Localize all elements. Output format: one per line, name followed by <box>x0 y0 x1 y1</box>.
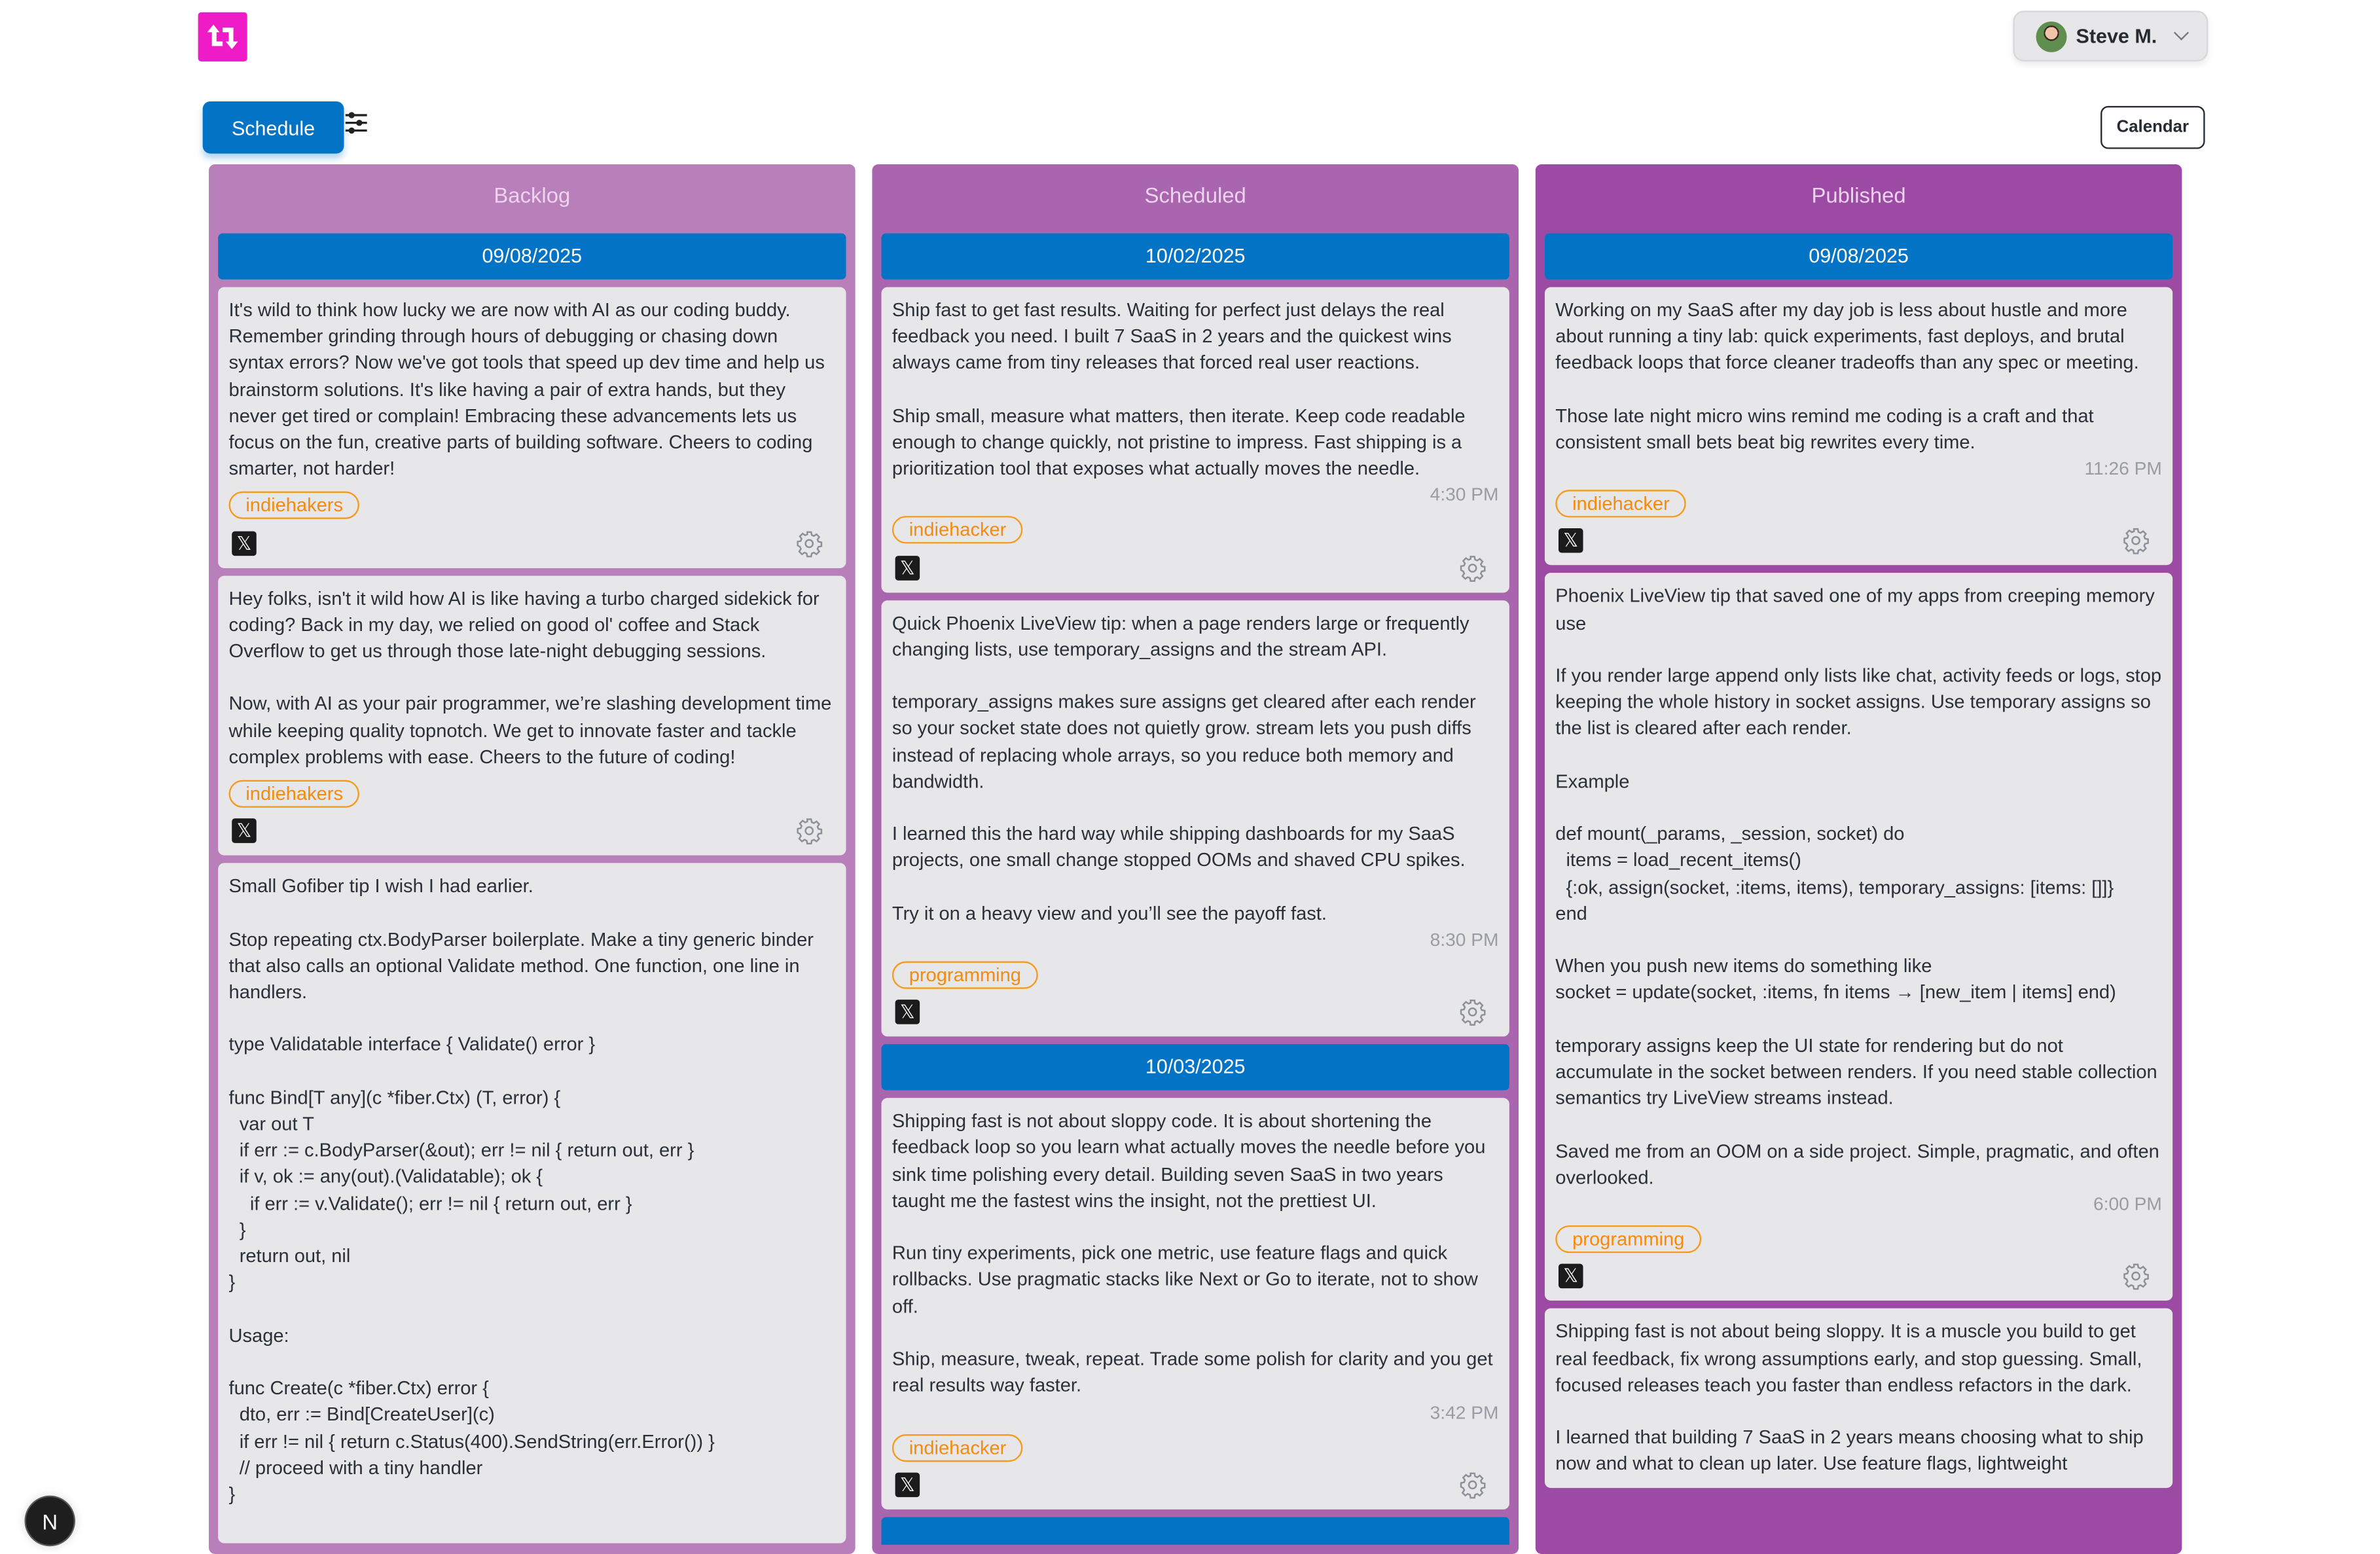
post-text: Small Gofiber tip I wish I had earlier. … <box>228 875 814 1505</box>
calendar-button[interactable]: Calendar <box>2101 105 2205 149</box>
post-text: Shipping fast is not about sloppy code. … <box>892 1110 1493 1397</box>
column-scheduled: Scheduled 10/02/2025 Ship fast to get fast… <box>872 164 1519 1554</box>
post-time: 11:26 PM <box>2084 458 2162 480</box>
post-card[interactable]: Hey folks, isn't it wild how AI is like … <box>218 575 846 856</box>
filter-sliders-icon[interactable] <box>344 111 369 136</box>
column-backlog: Backlog 09/08/2025 It's wild to think how … <box>209 164 856 1554</box>
gear-icon[interactable] <box>1459 1471 1487 1498</box>
tag-badge[interactable]: indiehacker <box>892 516 1024 545</box>
column-title: Backlog <box>494 183 571 208</box>
date-header: 09/08/2025 <box>1544 233 2173 280</box>
post-text: Shipping fast is not about being sloppy.… <box>1555 1321 2144 1475</box>
post-text: Ship fast to get fast results. Waiting f… <box>892 299 1466 480</box>
date-header: 10/02/2025 <box>881 233 1509 280</box>
x-twitter-icon: 𝕏 <box>1558 528 1583 554</box>
x-twitter-icon: 𝕏 <box>232 818 257 844</box>
post-text: Hey folks, isn't it wild how AI is like … <box>228 587 832 768</box>
x-twitter-icon: 𝕏 <box>232 530 257 556</box>
post-card[interactable]: Working on my SaaS after my day job is l… <box>1544 287 2173 566</box>
schedule-button[interactable]: Schedule <box>202 101 344 154</box>
gear-icon[interactable] <box>1459 998 1487 1026</box>
post-time: 4:30 PM <box>1430 484 1499 506</box>
post-card[interactable]: Ship fast to get fast results. Waiting f… <box>881 287 1509 592</box>
tag-badge[interactable]: indiehakers <box>228 492 360 520</box>
repost-arrows-icon <box>207 24 238 50</box>
tag-badge[interactable]: indiehakers <box>228 780 360 808</box>
post-card[interactable]: Shipping fast is not about sloppy code. … <box>881 1098 1509 1509</box>
post-card[interactable]: It's wild to think how lucky we are now … <box>218 287 846 568</box>
tag-badge[interactable]: programming <box>1555 1225 1702 1254</box>
dev-tools-badge[interactable]: N <box>24 1495 75 1547</box>
gear-icon[interactable] <box>2122 1263 2150 1290</box>
column-body[interactable]: 09/08/2025 It's wild to think how lucky w… <box>218 233 846 1545</box>
app-logo[interactable] <box>198 12 247 62</box>
post-text: Phoenix LiveView tip that saved one of m… <box>1555 585 2162 1189</box>
x-twitter-icon: 𝕏 <box>895 1000 920 1025</box>
column-title: Published <box>1811 183 1906 208</box>
tag-badge[interactable]: indiehacker <box>1555 490 1687 518</box>
post-card[interactable]: Small Gofiber tip I wish I had earlier. … <box>218 863 846 1544</box>
post-card[interactable]: Phoenix LiveView tip that saved one of m… <box>1544 573 2173 1301</box>
x-twitter-icon: 𝕏 <box>1558 1264 1583 1289</box>
column-title: Scheduled <box>1144 183 1246 208</box>
column-body[interactable]: 10/02/2025 Ship fast to get fast results.… <box>881 233 1509 1545</box>
post-time: 6:00 PM <box>2093 1193 2162 1215</box>
avatar <box>2036 20 2067 52</box>
gear-icon[interactable] <box>795 818 823 845</box>
date-header: 09/08/2025 <box>218 233 846 280</box>
date-header <box>881 1516 1509 1545</box>
tag-badge[interactable]: programming <box>892 961 1038 989</box>
post-text: Working on my SaaS after my day job is l… <box>1555 299 2139 454</box>
column-body[interactable]: 09/08/2025 Working on my SaaS after my da… <box>1544 233 2173 1545</box>
post-card[interactable]: Shipping fast is not about being sloppy.… <box>1544 1309 2173 1487</box>
column-published: Published 09/08/2025 Working on my SaaS af… <box>1535 164 2182 1554</box>
post-text: It's wild to think how lucky we are now … <box>228 299 830 480</box>
post-text: Quick Phoenix LiveView tip: when a page … <box>892 612 1476 924</box>
gear-icon[interactable] <box>1459 554 1487 582</box>
gear-icon[interactable] <box>2122 528 2150 555</box>
post-time: 8:30 PM <box>1430 929 1499 951</box>
user-name: Steve M. <box>2076 24 2157 48</box>
gear-icon[interactable] <box>795 529 823 557</box>
user-menu[interactable]: Steve M. <box>2013 10 2209 62</box>
x-twitter-icon: 𝕏 <box>895 1472 920 1497</box>
date-header: 10/03/2025 <box>881 1044 1509 1091</box>
tag-badge[interactable]: indiehacker <box>892 1433 1024 1462</box>
x-twitter-icon: 𝕏 <box>895 555 920 580</box>
post-card[interactable]: Quick Phoenix LiveView tip: when a page … <box>881 600 1509 1038</box>
post-time: 3:42 PM <box>1430 1401 1499 1423</box>
chevron-down-icon <box>2173 25 2189 41</box>
